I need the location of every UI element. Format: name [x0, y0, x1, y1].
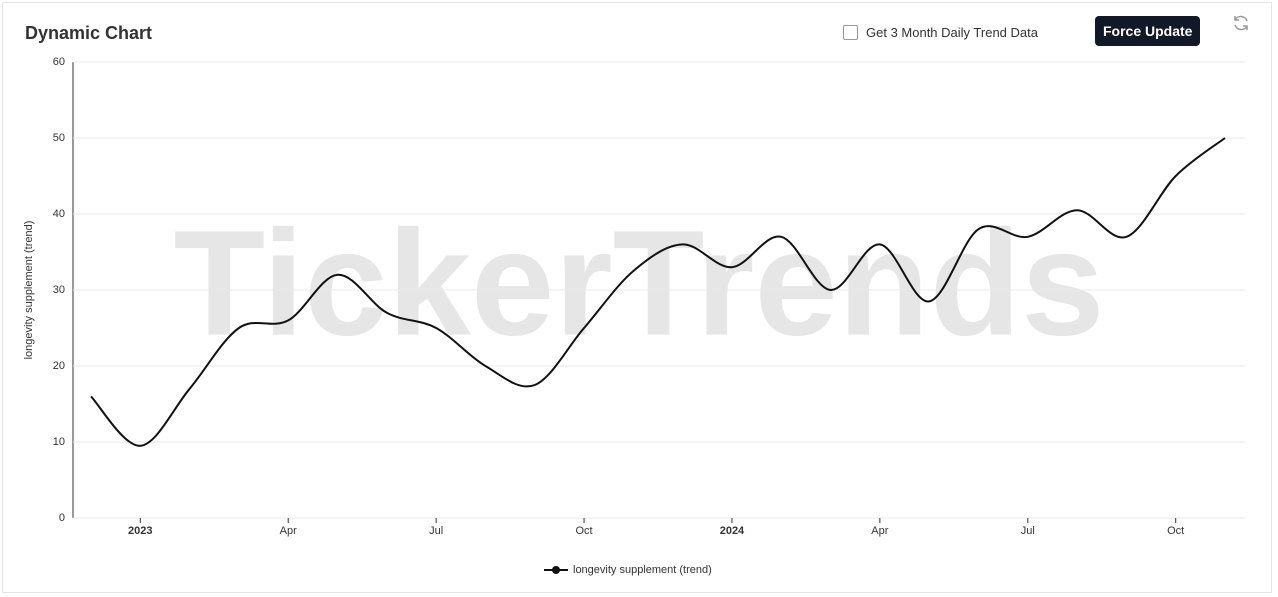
y-tick-label: 40: [53, 208, 65, 220]
page-title: Dynamic Chart: [25, 23, 153, 43]
legend-marker: [552, 566, 560, 574]
chart: TickerTrends 0 10 20 30 40 50 60 2023 Apr Jul Oct 2…: [23, 56, 1245, 576]
x-tick-label: Oct: [575, 525, 592, 537]
checkbox-box[interactable]: [843, 25, 858, 40]
x-tick-label: 2023: [128, 525, 152, 537]
y-tick-label: 0: [59, 512, 65, 524]
x-tick-label: Oct: [1167, 525, 1184, 537]
y-tick-label: 30: [53, 284, 65, 296]
checkbox-label: Get 3 Month Daily Trend Data: [866, 25, 1038, 40]
x-tick-label: 2024: [720, 525, 745, 537]
y-tick-label: 20: [53, 360, 65, 372]
legend-label: longevity supplement (trend): [573, 564, 712, 576]
y-tick-label: 60: [53, 56, 65, 68]
x-tick-label: Apr: [871, 525, 888, 537]
x-tick-label: Jul: [1021, 525, 1035, 537]
series-line: [90, 137, 1226, 447]
force-update-button[interactable]: Force Update: [1095, 16, 1201, 46]
x-tick-label: Jul: [429, 525, 443, 537]
y-tick-label: 50: [53, 132, 65, 144]
watermark: TickerTrends: [173, 199, 1104, 367]
checkbox[interactable]: Get 3 Month Daily Trend Data: [843, 25, 1038, 40]
y-axis-label: longevity supplement (trend): [23, 221, 35, 360]
y-tick-label: 10: [53, 436, 65, 448]
refresh-icon[interactable]: [1231, 13, 1251, 33]
x-tick-label: Apr: [280, 525, 297, 537]
